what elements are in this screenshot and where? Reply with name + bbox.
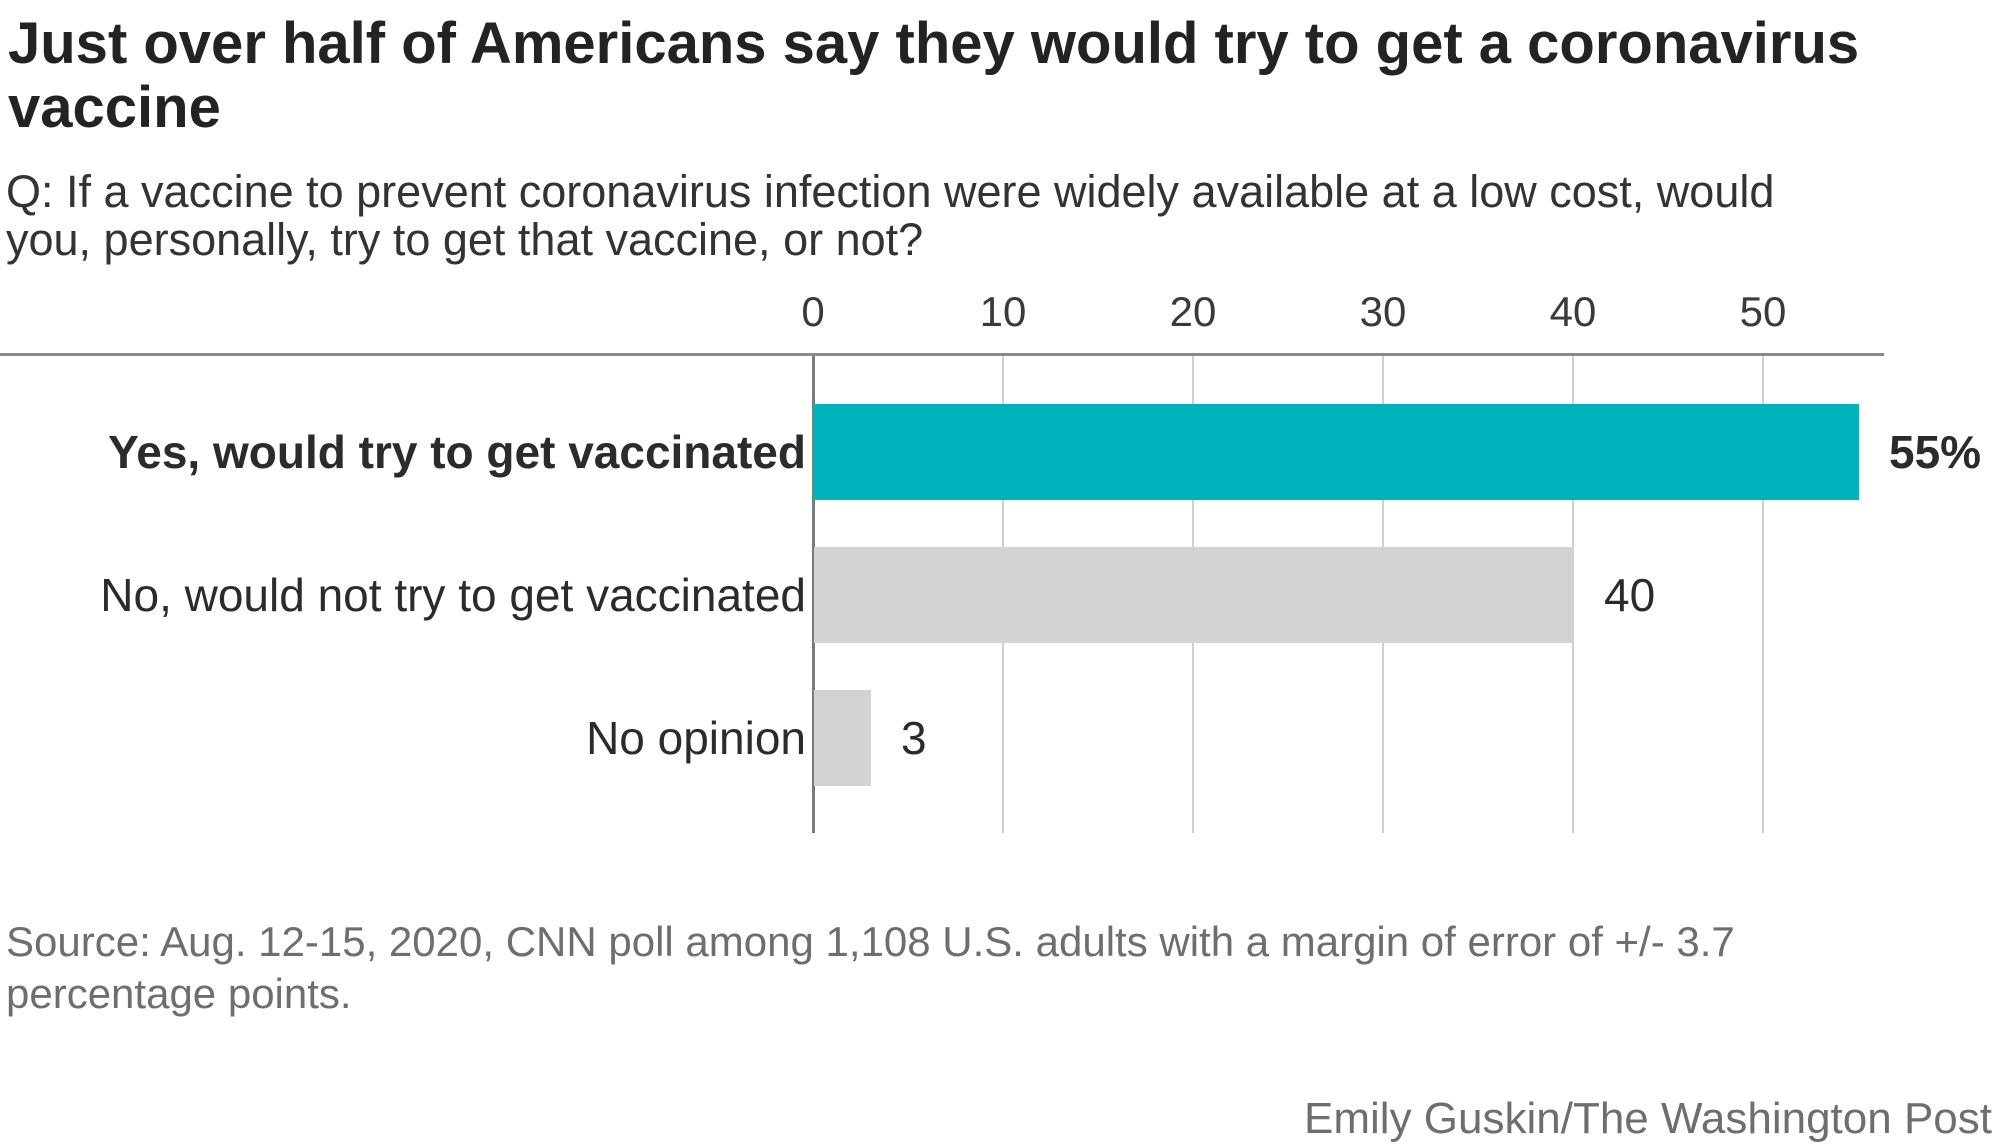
chart-title: Just over half of Americans say they wou… <box>8 12 1859 140</box>
x-tick-label: 40 <box>1549 288 1597 335</box>
chart-title-line: vaccine <box>8 75 221 140</box>
bar <box>814 547 1574 643</box>
category-label: No opinion <box>586 712 806 764</box>
source-note-line: Source: Aug. 12-15, 2020, CNN poll among… <box>6 918 1735 965</box>
category-label: Yes, would try to get vaccinated <box>108 426 806 478</box>
x-tick-label: 10 <box>979 288 1027 335</box>
bar <box>814 690 871 786</box>
chart-question-line: Q: If a vaccine to prevent coronavirus i… <box>6 166 1775 217</box>
gridline <box>1762 356 1764 833</box>
bar <box>814 404 1859 500</box>
axis-zero-line <box>812 356 815 833</box>
byline-credit: Emily Guskin/The Washington Post <box>1304 1094 1992 1143</box>
chart-title-line: Just over half of Americans say they wou… <box>8 11 1860 76</box>
source-note-line: percentage points. <box>6 970 352 1017</box>
axis-line <box>0 353 1884 356</box>
x-tick-label: 30 <box>1359 288 1407 335</box>
x-tick-label: 20 <box>1169 288 1217 335</box>
value-label: 55% <box>1889 426 1982 478</box>
category-label: No, would not try to get vaccinated <box>100 569 806 621</box>
bar-chart: 0 10 20 30 40 50 Yes, would try to get vaccin… <box>0 288 1982 833</box>
source-note: Source: Aug. 12-15, 2020, CNN poll among… <box>6 916 1735 1020</box>
x-tick-label: 50 <box>1739 288 1787 335</box>
value-label: 3 <box>901 712 927 764</box>
value-label: 40 <box>1604 569 1656 621</box>
chart-question: Q: If a vaccine to prevent coronavirus i… <box>6 168 1774 264</box>
x-tick-label: 0 <box>801 288 825 335</box>
chart-question-line: you, personally, try to get that vaccine… <box>6 214 924 265</box>
